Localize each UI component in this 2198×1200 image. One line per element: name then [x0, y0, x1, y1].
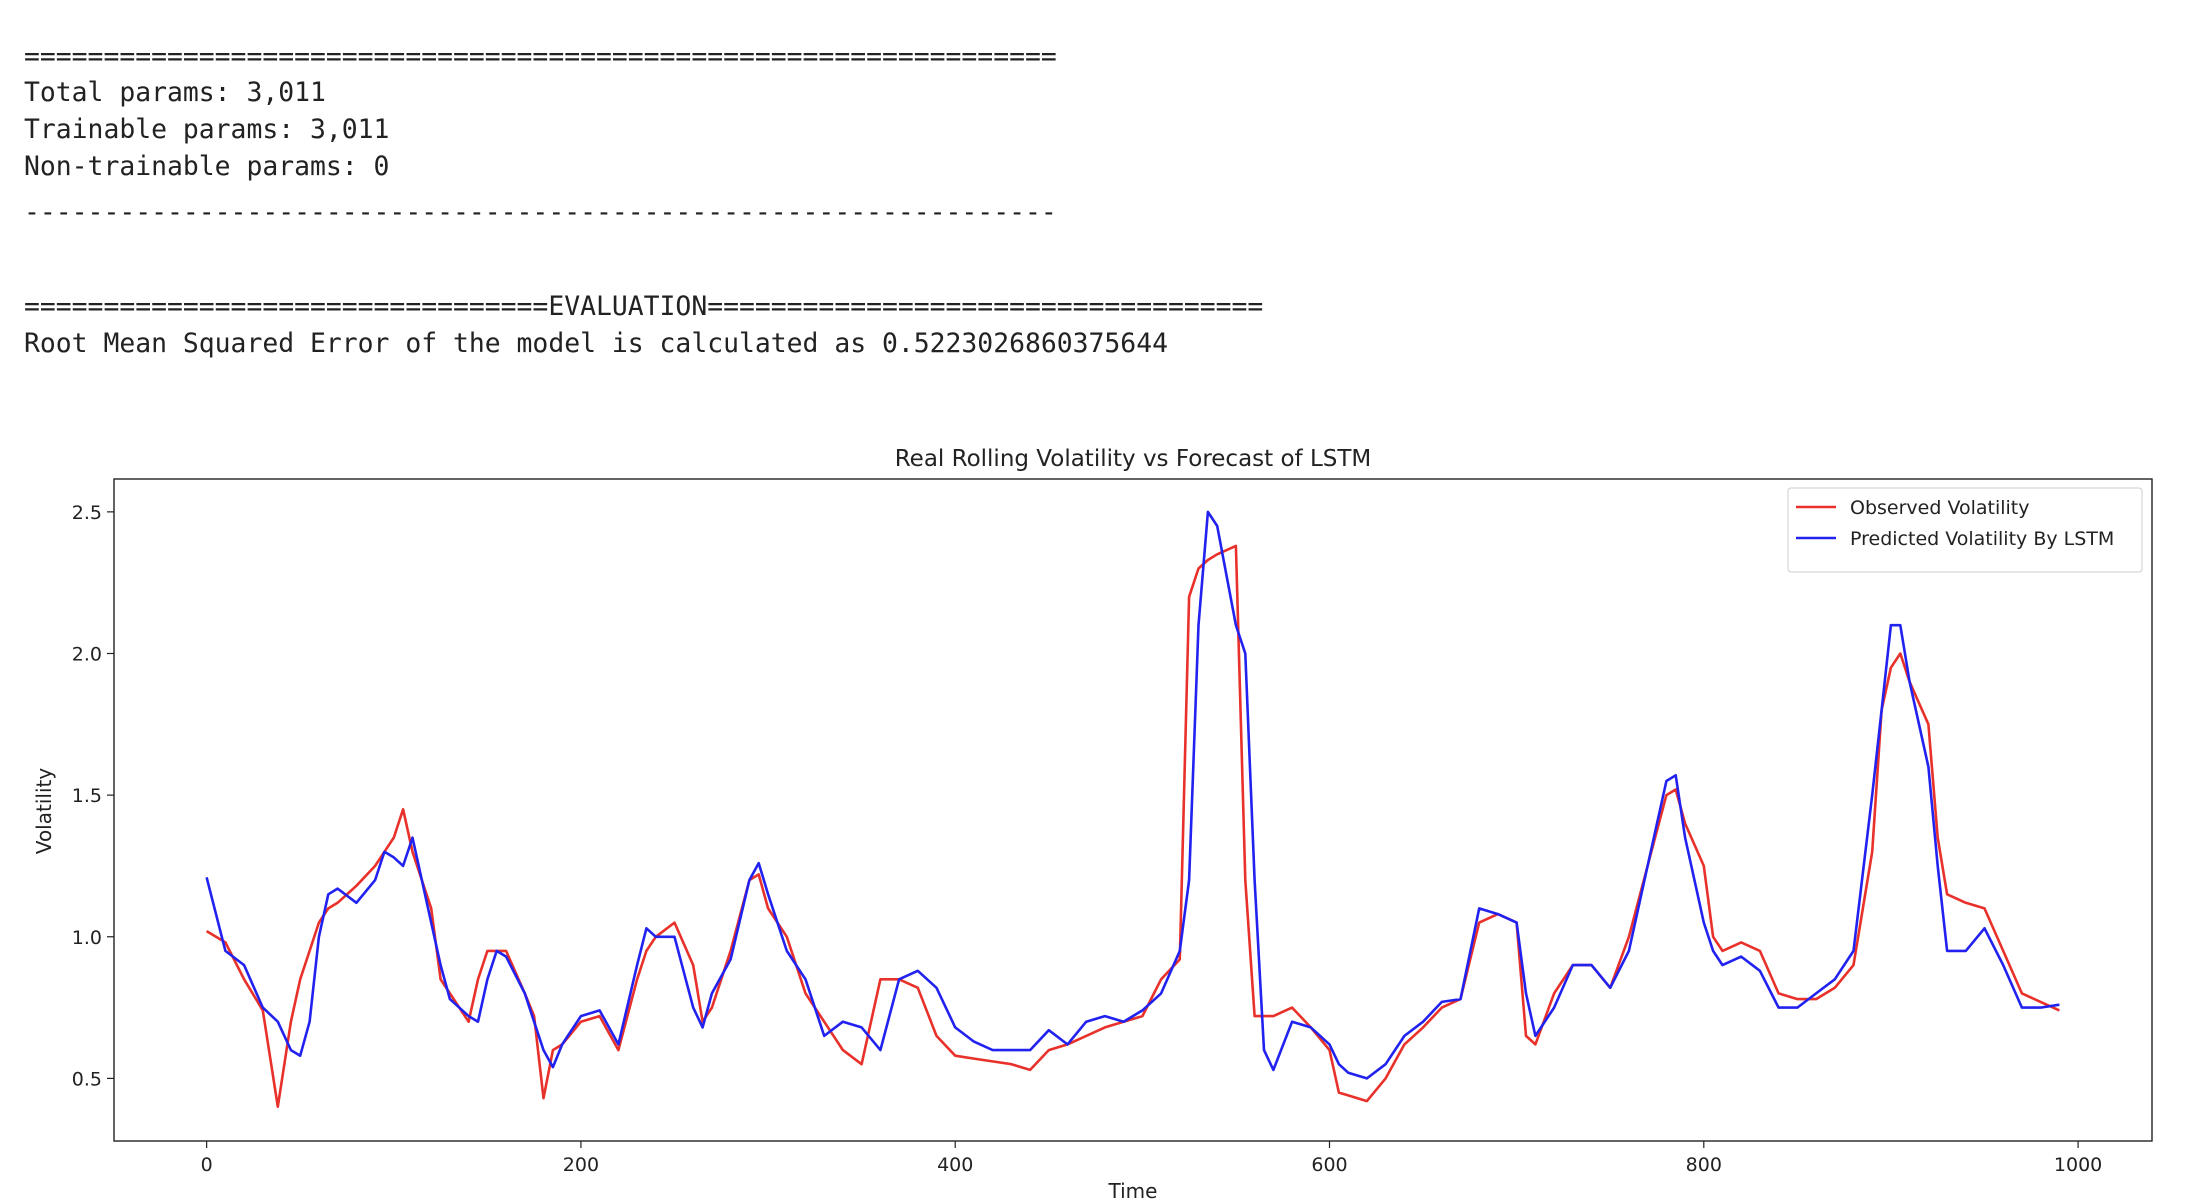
x-tick-label: 400: [937, 1154, 973, 1176]
x-tick-label: 200: [563, 1154, 599, 1176]
console-output: ========================================…: [24, 41, 1263, 359]
console-line: ----------------------------------------…: [24, 197, 1057, 228]
chart-title: Real Rolling Volatility vs Forecast of L…: [895, 446, 1372, 472]
series-line: [205, 544, 2060, 1108]
console-line: Non-trainable params: 0: [24, 151, 389, 182]
console-line: Total params: 3,011: [24, 77, 326, 108]
x-tick-label: 1000: [2054, 1154, 2102, 1176]
y-tick-label: 1.5: [72, 785, 102, 807]
x-tick-label: 800: [1686, 1154, 1722, 1176]
y-axis-label: Volatility: [32, 768, 56, 855]
console-line: Trainable params: 3,011: [24, 114, 389, 145]
y-tick-label: 1.0: [72, 927, 102, 949]
legend: Observed Volatility Predicted Volatility …: [1787, 487, 2143, 573]
console-line: =================================EVALUAT…: [24, 291, 1263, 322]
legend-box: [1787, 487, 2143, 573]
x-tick-label: 0: [201, 1154, 213, 1176]
y-tick-label: 2.0: [72, 643, 102, 665]
axes-frame: [113, 478, 2153, 1142]
legend-label: Observed Volatility: [1850, 497, 2030, 519]
legend-label: Predicted Volatility By LSTM: [1850, 528, 2114, 550]
y-tick-label: 0.5: [72, 1068, 102, 1090]
console-line: Root Mean Squared Error of the model is …: [24, 328, 1168, 359]
x-tick-label: 600: [1311, 1154, 1347, 1176]
y-tick-label: 2.5: [72, 502, 102, 524]
series-line: [205, 510, 2060, 1080]
console-line: ========================================…: [24, 41, 1057, 72]
x-axis-label: Time: [1108, 1179, 1158, 1200]
